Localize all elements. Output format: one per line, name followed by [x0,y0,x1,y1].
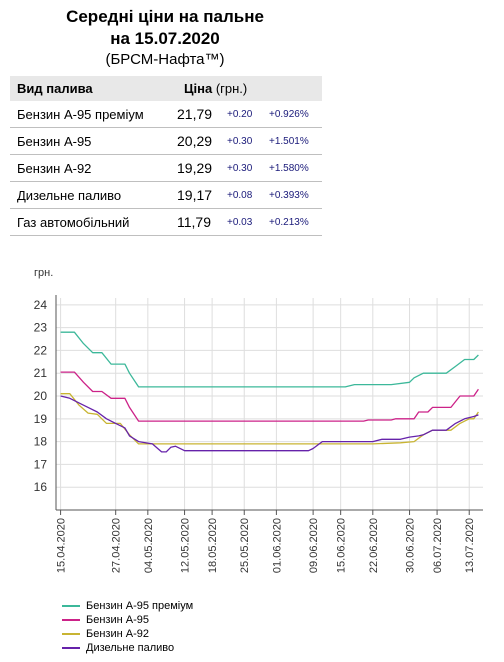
table-row: Бензин А-95 преміум 21,79 +0.20 +0.926% [10,101,322,128]
y-tick-label: 17 [34,457,48,471]
plot-area [56,298,483,510]
fuel-name: Бензин А-95 преміум [10,101,177,128]
fuel-change-pct: +1.501% [269,127,322,155]
series-line [60,331,479,388]
fuel-change-pct: +1.580% [269,154,322,182]
legend-label: Бензин А-95 преміум [86,600,194,612]
x-tick-label: 04.05.2020 [143,518,155,573]
fuel-change: +0.08 [227,181,269,209]
y-tick-label: 24 [34,298,48,312]
fuel-name: Газ автомобільний [10,208,177,236]
y-tick-label: 21 [34,366,48,380]
table-row: Бензин А-92 19,29 +0.30 +1.580% [10,154,322,182]
x-tick-label: 18.05.2020 [207,518,219,573]
fuel-change-pct: +0.213% [269,208,322,236]
fuel-price: 20,29 [177,127,227,155]
legend-label: Бензин А-92 [86,628,149,640]
fuel-price: 19,29 [177,154,227,182]
y-tick-label: 19 [34,412,48,426]
price-table: Вид палива Ціна (грн.) Бензин А-95 премі… [10,76,322,236]
table-row: Газ автомобільний 11,79 +0.03 +0.213% [10,208,322,236]
fuel-change-pct: +0.393% [269,181,322,209]
legend-item: Бензин А-95 преміум [62,599,193,613]
legend-item: Бензин А-92 [62,627,193,641]
col-price-header: Ціна (грн.) [177,76,322,101]
series-line [60,395,479,453]
price-chart: 16 17 18 19 20 21 22 23 24 15.04.2020 27.04.2020 04… [34,267,483,573]
x-tick-label: 01.06.2020 [271,518,283,573]
fuel-price: 11,79 [177,208,227,236]
x-tick-label: 09.06.2020 [308,518,320,573]
y-tick-label: 23 [34,321,48,335]
y-axis-label: грн. [34,267,53,279]
legend-item: Бензин А-95 [62,613,193,627]
x-tick-label: 15.04.2020 [56,518,68,573]
page-title: Середні ціни на пальне [66,7,264,26]
x-tick-label: 15.06.2020 [336,518,348,573]
fuel-change: +0.20 [227,101,269,128]
fuel-change: +0.03 [227,208,269,236]
fuel-change: +0.30 [227,154,269,182]
page-subtitle: (БРСМ-Нафта™) [105,51,225,68]
page-date: на 15.07.2020 [110,29,220,48]
x-tick-label: 22.06.2020 [368,518,380,573]
legend-swatch [62,647,80,649]
fuel-change: +0.30 [227,127,269,155]
y-tick-label: 18 [34,435,48,449]
fuel-price: 19,17 [177,181,227,209]
table-row: Бензин А-95 20,29 +0.30 +1.501% [10,127,322,155]
fuel-name: Бензин А-95 [10,127,177,155]
series-line [60,393,479,445]
y-tick-label: 22 [34,343,48,357]
legend-swatch [62,619,80,621]
fuel-change-pct: +0.926% [269,101,322,128]
fuel-name: Бензин А-92 [10,154,177,182]
legend-swatch [62,633,80,635]
fuel-price: 21,79 [177,101,227,128]
legend-label: Дизельне паливо [86,642,175,654]
legend-item: Дизельне паливо [62,641,193,655]
legend-swatch [62,605,80,607]
x-tick-label: 27.04.2020 [111,518,123,573]
fuel-name: Дизельне паливо [10,181,177,209]
x-tick-label: 13.07.2020 [464,518,476,573]
x-tick-label: 25.05.2020 [239,518,251,573]
table-header-row: Вид палива Ціна (грн.) [10,76,322,101]
y-tick-label: 20 [34,389,48,403]
x-tick-label: 30.06.2020 [405,518,417,573]
legend-label: Бензин А-95 [86,614,149,626]
x-tick-label: 06.07.2020 [432,518,444,573]
col-fuel-header: Вид палива [10,76,177,101]
series-line [60,371,479,422]
x-tick-label: 12.05.2020 [180,518,192,573]
table-row: Дизельне паливо 19,17 +0.08 +0.393% [10,181,322,209]
y-tick-label: 16 [34,480,48,494]
chart-legend: Бензин А-95 преміум Бензин А-95 Бензин А-9… [62,599,193,655]
